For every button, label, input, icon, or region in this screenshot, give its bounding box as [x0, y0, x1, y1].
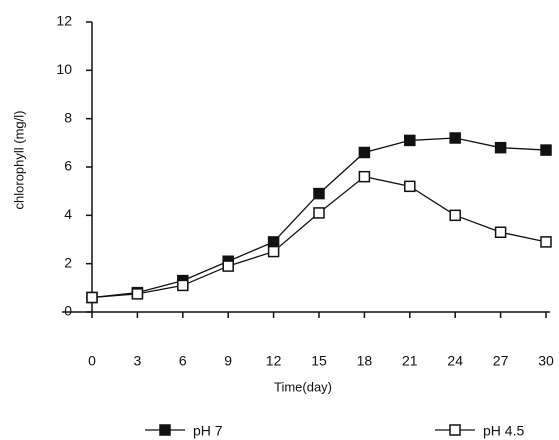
data-point: [267, 245, 280, 258]
legend-label: pH 7: [193, 423, 223, 439]
data-point: [449, 132, 461, 144]
x-tick-label: 12: [266, 353, 282, 369]
x-tick-label: 24: [447, 353, 463, 369]
y-tick-label: 4: [64, 206, 72, 222]
data-point: [131, 288, 144, 300]
data-point: [267, 236, 280, 248]
data-point: [358, 146, 371, 159]
y-axis-label: chlorophyll (mg/l): [11, 111, 26, 210]
legend-label: pH 4.5: [483, 423, 524, 439]
data-point: [313, 187, 325, 200]
y-tick-label: 8: [64, 109, 72, 125]
data-point: [540, 144, 552, 156]
data-point: [177, 279, 189, 292]
data-point: [313, 207, 325, 219]
data-point: [222, 260, 234, 272]
y-tick-label: 6: [64, 158, 72, 174]
x-tick-label: 15: [311, 353, 327, 369]
x-tick-label: 27: [493, 353, 509, 369]
data-point: [540, 236, 552, 248]
data-point: [494, 226, 507, 238]
y-tick-label: 0: [64, 303, 72, 319]
x-tick-label: 21: [402, 353, 418, 369]
data-point: [358, 170, 371, 183]
x-axis-label: Time(day): [274, 379, 332, 394]
x-tick-label: 18: [357, 353, 373, 369]
x-tick-label: 30: [538, 353, 554, 369]
y-tick-label: 12: [56, 13, 72, 29]
x-tick-label: 6: [179, 353, 187, 369]
data-point: [494, 141, 507, 154]
data-point: [404, 180, 416, 193]
legend-marker: [449, 424, 461, 436]
y-tick-label: 2: [64, 254, 72, 270]
data-point: [86, 291, 98, 304]
x-tick-label: 3: [134, 353, 142, 369]
x-tick-label: 9: [224, 353, 232, 369]
legend-marker: [159, 424, 171, 436]
data-point: [449, 209, 461, 222]
y-tick-label: 10: [56, 61, 72, 77]
data-point: [404, 134, 416, 147]
x-tick-label: 0: [88, 353, 96, 369]
